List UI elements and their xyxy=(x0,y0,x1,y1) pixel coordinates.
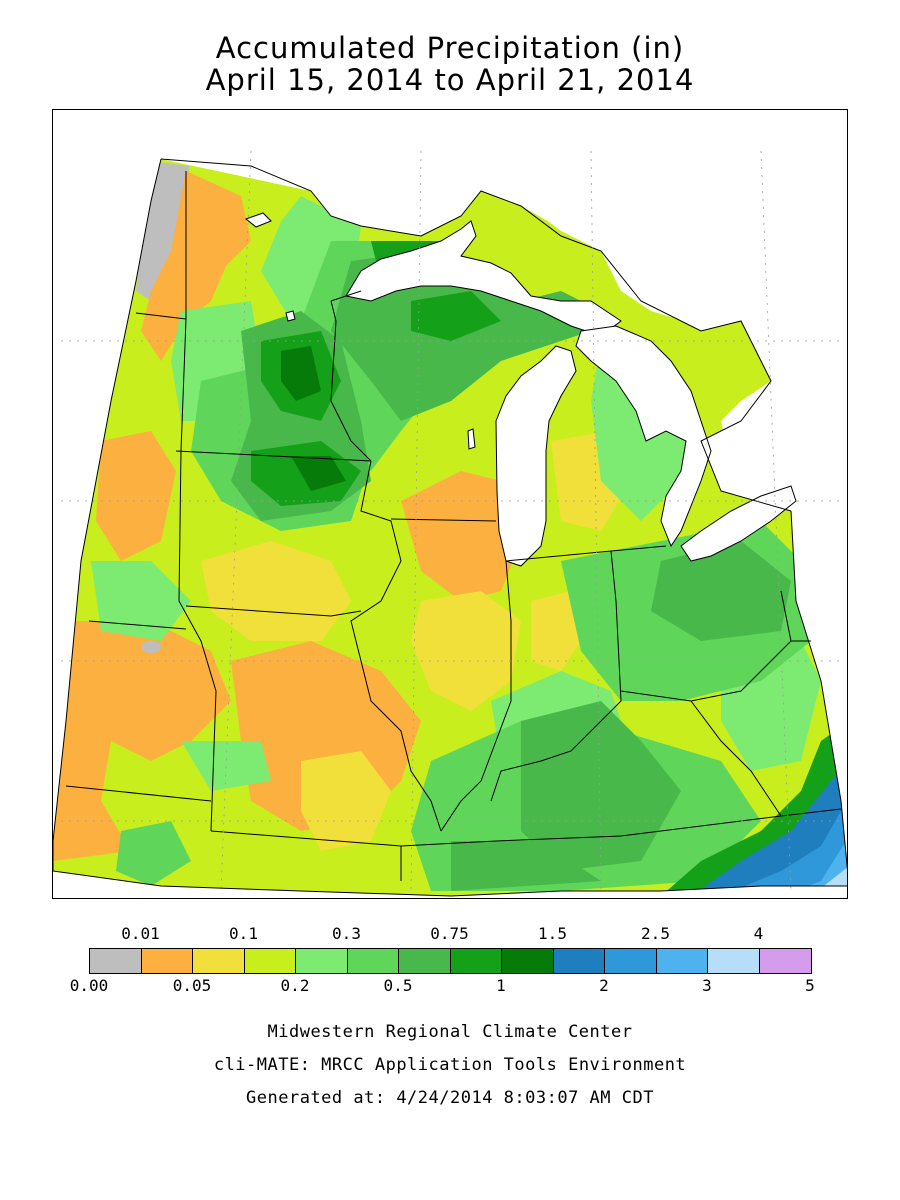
state-boundaries xyxy=(65,171,842,881)
legend-tick-label: 0.01 xyxy=(121,924,160,943)
legend-tick-label: 0.75 xyxy=(430,924,469,943)
legend-tick-label: 3 xyxy=(702,976,712,995)
legend-tick-label: 0.5 xyxy=(383,976,413,995)
legend-swatch xyxy=(759,949,811,973)
legend-swatch xyxy=(708,949,760,973)
map-title: Accumulated Precipitation (in) xyxy=(215,31,685,65)
legend-swatch xyxy=(244,949,296,973)
legend-tick-label: 0.05 xyxy=(172,976,212,995)
legend-tick-label: 4 xyxy=(753,924,764,943)
legend-swatch xyxy=(399,949,451,973)
legend-tick-label: 2.5 xyxy=(641,924,670,943)
legend-swatch xyxy=(656,949,708,973)
lake-michigan xyxy=(495,345,577,567)
legend-tick-label: 0.1 xyxy=(229,924,258,943)
legend-swatch xyxy=(90,949,142,973)
legend-tick-label: 5 xyxy=(805,976,815,995)
legend-swatch xyxy=(193,949,245,973)
legend-tick-label: 1.5 xyxy=(538,924,567,943)
map-canvas xyxy=(53,110,847,897)
color-legend: 0.00 0.05 0.2 0.5 1 2 3 5 0.01 0.1 0.3 0.75 1.5 2.5 4 xyxy=(0,920,900,1010)
legend-swatch xyxy=(141,949,193,973)
legend-tick-label: 1 xyxy=(496,976,506,995)
credit-organization: Midwestern Regional Climate Center xyxy=(267,1022,633,1042)
legend-swatch xyxy=(450,949,502,973)
graticule xyxy=(61,150,841,892)
legend-swatch xyxy=(296,949,348,973)
legend-tick-label: 0.00 xyxy=(69,976,109,995)
legend-tick-label: 2 xyxy=(599,976,609,995)
legend-swatch xyxy=(347,949,399,973)
credit-tool: cli-MATE: MRCC Application Tools Environ… xyxy=(213,1055,687,1075)
legend-swatch xyxy=(502,949,554,973)
precipitation-map xyxy=(52,109,848,899)
legend-tick-label: 0.2 xyxy=(280,976,310,995)
great-lakes xyxy=(345,220,797,567)
lake-superior xyxy=(345,220,622,337)
legend-color-bar xyxy=(89,948,812,974)
legend-tick-label: 0.3 xyxy=(332,924,361,943)
canada-area xyxy=(53,110,847,481)
legend-swatch xyxy=(605,949,657,973)
legend-swatch xyxy=(553,949,605,973)
lake-erie xyxy=(680,485,797,562)
lake-huron xyxy=(575,325,712,548)
generated-timestamp: Generated at: 4/24/2014 8:03:07 AM CDT xyxy=(246,1088,654,1108)
map-date-range: April 15, 2014 to April 21, 2014 xyxy=(205,63,695,97)
